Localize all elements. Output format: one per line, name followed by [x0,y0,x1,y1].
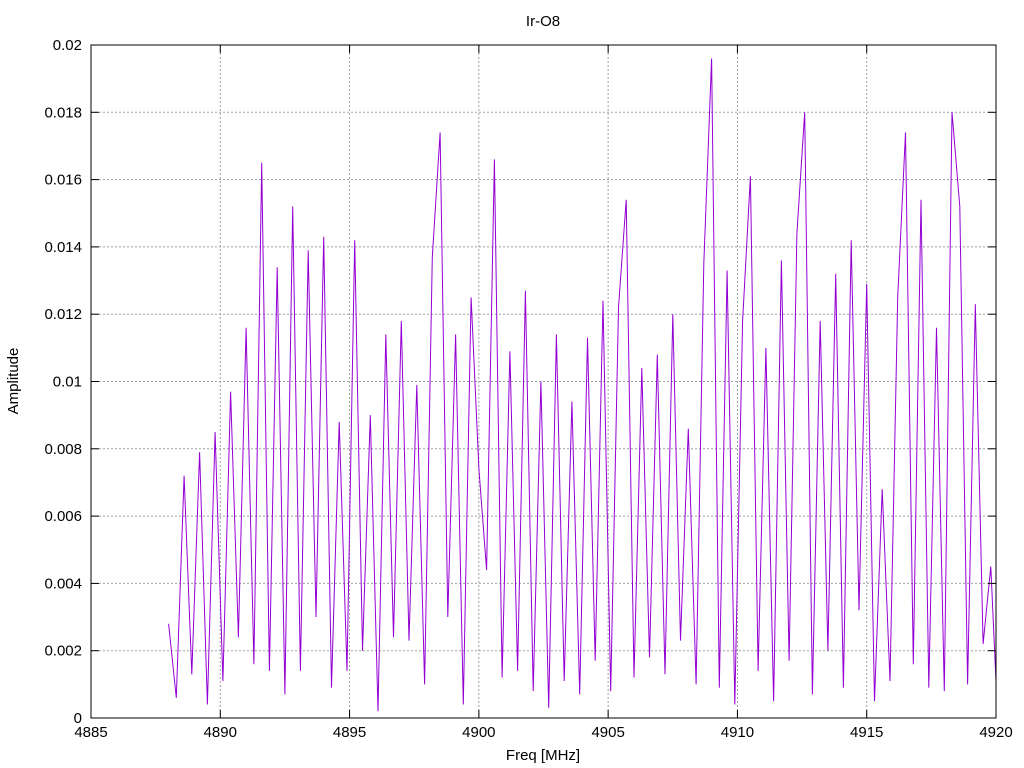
y-tick-label: 0.004 [44,575,82,592]
x-tick-label: 4885 [74,724,107,741]
x-tick-label: 4895 [333,724,366,741]
chart-title: Ir-O8 [526,13,560,30]
x-tick-label: 4920 [979,724,1012,741]
y-tick-label: 0.014 [44,239,82,256]
x-axis-label: Freq [MHz] [506,747,580,764]
y-tick-label: 0 [74,710,82,727]
grid [91,45,996,718]
y-tick-label: 0.008 [44,441,82,458]
x-tick-label: 4890 [204,724,237,741]
y-tick-label: 0.01 [53,374,82,391]
x-tick-label: 4905 [591,724,624,741]
series-layer [168,58,997,712]
x-tick-label: 4910 [721,724,754,741]
y-tick-label: 0.018 [44,104,82,121]
ticks: 4885 4890 4895 4900 4905 4910 4915 4920 0 0.002 0.… [44,37,1012,741]
series-line-0 [168,58,997,712]
y-tick-label: 0.016 [44,172,82,189]
y-tick-label: 0.002 [44,643,82,660]
y-axis-label: Amplitude [5,348,22,415]
y-tick-label: 0.02 [53,37,82,54]
y-tick-label: 0.006 [44,508,82,525]
y-tick-label: 0.012 [44,306,82,323]
x-tick-label: 4900 [462,724,495,741]
x-tick-label: 4915 [850,724,883,741]
